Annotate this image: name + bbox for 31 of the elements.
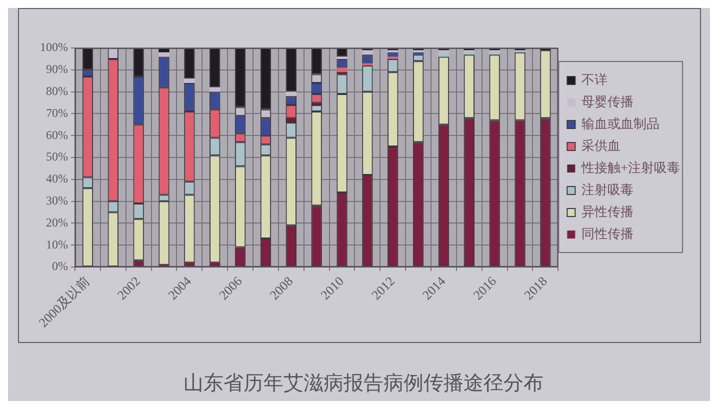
y-tick-label: 70% (46, 106, 68, 120)
bar (184, 262, 195, 267)
legend-label: 同性传播 (582, 226, 634, 241)
y-tick-label: 10% (46, 237, 68, 252)
legend-label: 注射吸毒 (582, 182, 634, 197)
legend-label: 输血或血制品 (582, 116, 660, 131)
bar (286, 92, 296, 96)
y-tick-label: 60% (46, 128, 68, 142)
bar (184, 78, 195, 84)
text: 山东省历年艾滋病报告病例传播途径分布 (184, 372, 544, 394)
legend-label: 母婴传播 (582, 94, 634, 109)
bar (362, 63, 373, 66)
y-tick-label: 100% (40, 40, 68, 54)
bar (388, 52, 398, 57)
bar (438, 52, 450, 57)
y-tick-label: 40% (46, 172, 68, 186)
y-tick-label: 0% (52, 259, 68, 274)
legend-label: 采供血 (582, 138, 621, 153)
y-tick-label: 30% (46, 193, 68, 208)
y-tick-label: 80% (46, 84, 68, 98)
y-tick-label: 50% (46, 150, 68, 164)
bar (286, 118, 296, 122)
y-tick-label: 90% (46, 62, 68, 76)
bar (362, 50, 373, 55)
legend-label: 性接触+注射吸毒 (580, 160, 680, 175)
legend-label: 异性传播 (582, 204, 634, 219)
bar (158, 52, 170, 57)
bar (336, 68, 348, 72)
legend-label: 不详 (582, 72, 608, 87)
bar (210, 87, 220, 92)
y-tick-label: 20% (46, 215, 68, 230)
